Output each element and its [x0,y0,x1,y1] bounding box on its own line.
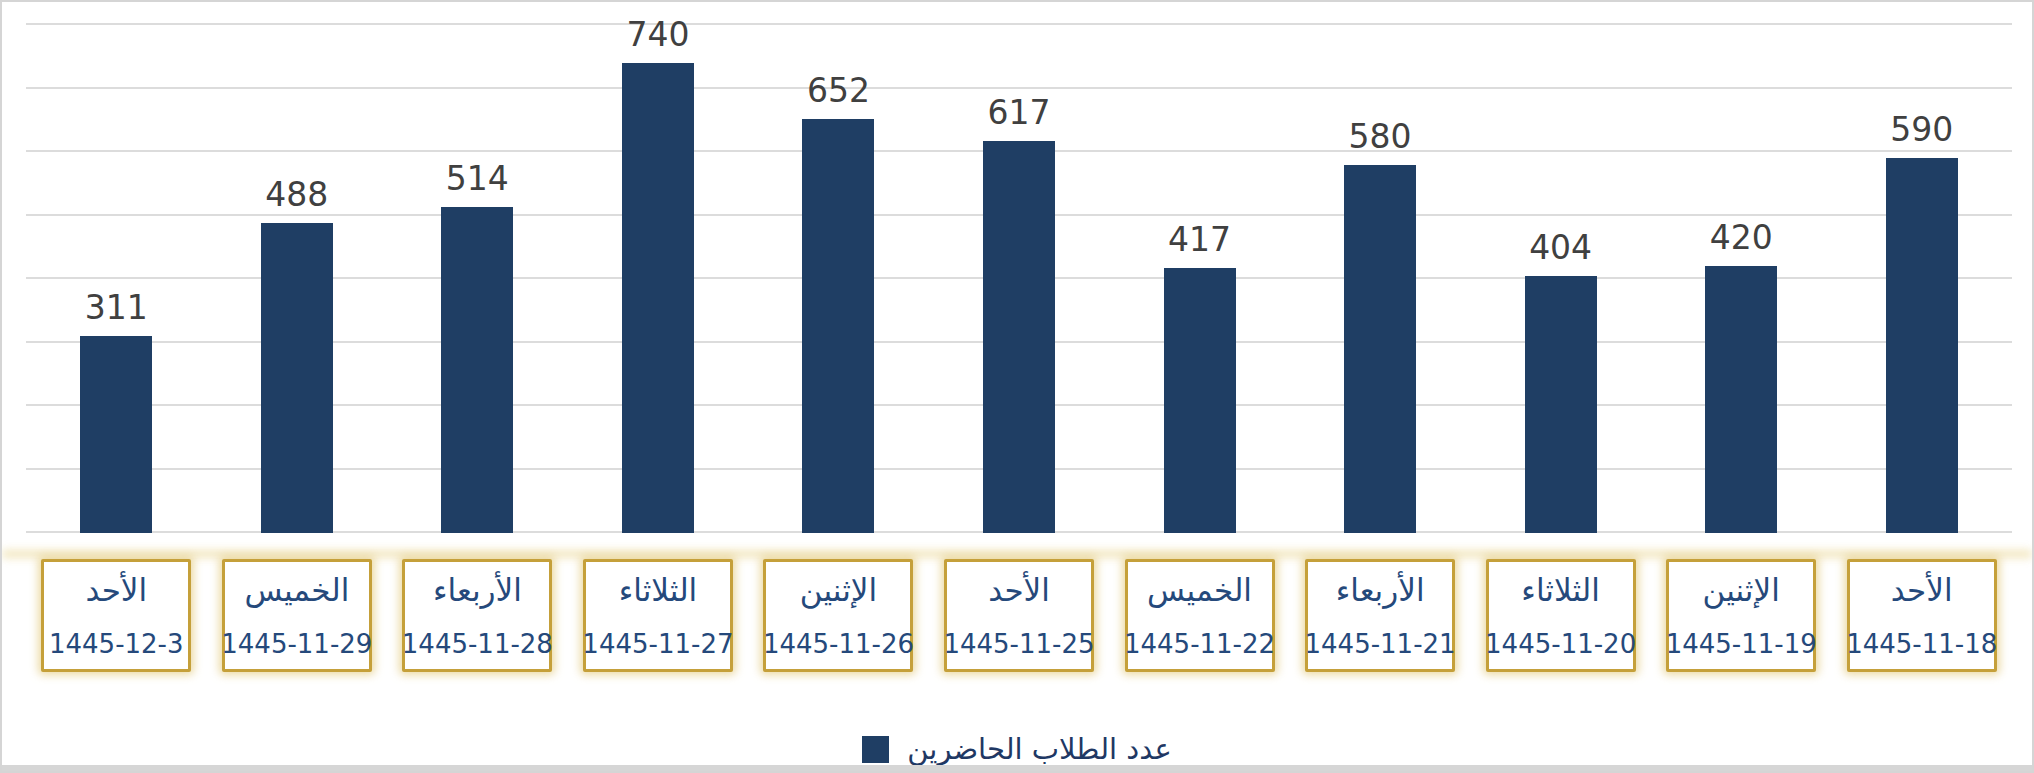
bar-value-label: 652 [743,74,933,107]
bar-value-label: 417 [1105,223,1295,256]
bar [1525,276,1597,533]
category-date-label: 1445-11-18 [1846,631,1997,657]
bar-value-label: 404 [1466,231,1656,264]
bar [441,207,513,533]
category-day-label: الأحد [988,575,1050,606]
category-day-label: الإثنين [800,575,877,606]
bar [1886,158,1958,533]
attendance-bar-chart: 311 488514 740 652617 417 580 404420 590 الأحد 1… [0,0,2034,773]
category-date-label: 1445-11-26 [763,631,914,657]
bar [1705,266,1777,533]
category-label-box: الإثنين 1445-11-19 [1666,559,1816,672]
category-label-box: الثلاثاء 1445-11-20 [1486,559,1636,672]
category-day-label: الخميس [244,575,349,606]
bar-value-label: 580 [1285,120,1475,153]
bar [622,63,694,533]
bar [802,119,874,533]
bar-value-label: 740 [563,18,753,51]
category-date-label: 1445-11-22 [1124,631,1275,657]
bar-value-label: 420 [1646,221,1836,254]
bar-value-label: 590 [1827,113,2017,146]
bar [1344,165,1416,533]
category-label-box: الأحد 1445-11-18 [1847,559,1997,672]
category-date-label: 1445-11-20 [1485,631,1636,657]
category-day-label: الثلاثاء [1521,575,1600,606]
gridline [26,87,2012,89]
bar [261,223,333,533]
bar [1164,268,1236,533]
category-day-label: الثلاثاء [619,575,698,606]
category-day-label: الأحد [85,575,147,606]
bar-value-label: 488 [202,178,392,211]
category-date-label: 1445-11-21 [1305,631,1456,657]
gold-glow-band [2,550,2032,558]
category-date-label: 1445-11-29 [221,631,372,657]
category-label-box: الأربعاء 1445-11-21 [1305,559,1455,672]
bar [80,336,152,533]
category-axis: الأحد 1445-12-3 الخميس 1445-11-29 الأربعاء 14… [26,559,2012,672]
bar-value-label: 514 [382,162,572,195]
category-label-box: الأحد 1445-12-3 [41,559,191,672]
bar-value-label: 617 [924,96,1114,129]
category-day-label: الأربعاء [433,575,522,606]
plot-area: 311488514740652617417580404420590 [26,25,2012,533]
category-day-label: الخميس [1147,575,1252,606]
legend-label: عدد الطلاب الحاضرين [907,735,1171,764]
bottom-scrollbar-strip [2,765,2032,771]
category-date-label: 1445-12-3 [49,631,184,657]
gridline [26,23,2012,25]
category-label-box: الإثنين 1445-11-26 [763,559,913,672]
category-date-label: 1445-11-28 [402,631,553,657]
bar [983,141,1055,533]
category-day-label: الأربعاء [1336,575,1425,606]
legend-swatch [862,736,889,763]
bar-value-label: 311 [21,291,211,324]
category-day-label: الأحد [1891,575,1953,606]
category-day-label: الإثنين [1703,575,1780,606]
category-label-box: الخميس 1445-11-29 [222,559,372,672]
category-label-box: الثلاثاء 1445-11-27 [583,559,733,672]
category-date-label: 1445-11-25 [943,631,1094,657]
category-date-label: 1445-11-27 [582,631,733,657]
category-label-box: الخميس 1445-11-22 [1125,559,1275,672]
category-date-label: 1445-11-19 [1666,631,1817,657]
category-label-box: الأربعاء 1445-11-28 [402,559,552,672]
category-label-box: الأحد 1445-11-25 [944,559,1094,672]
